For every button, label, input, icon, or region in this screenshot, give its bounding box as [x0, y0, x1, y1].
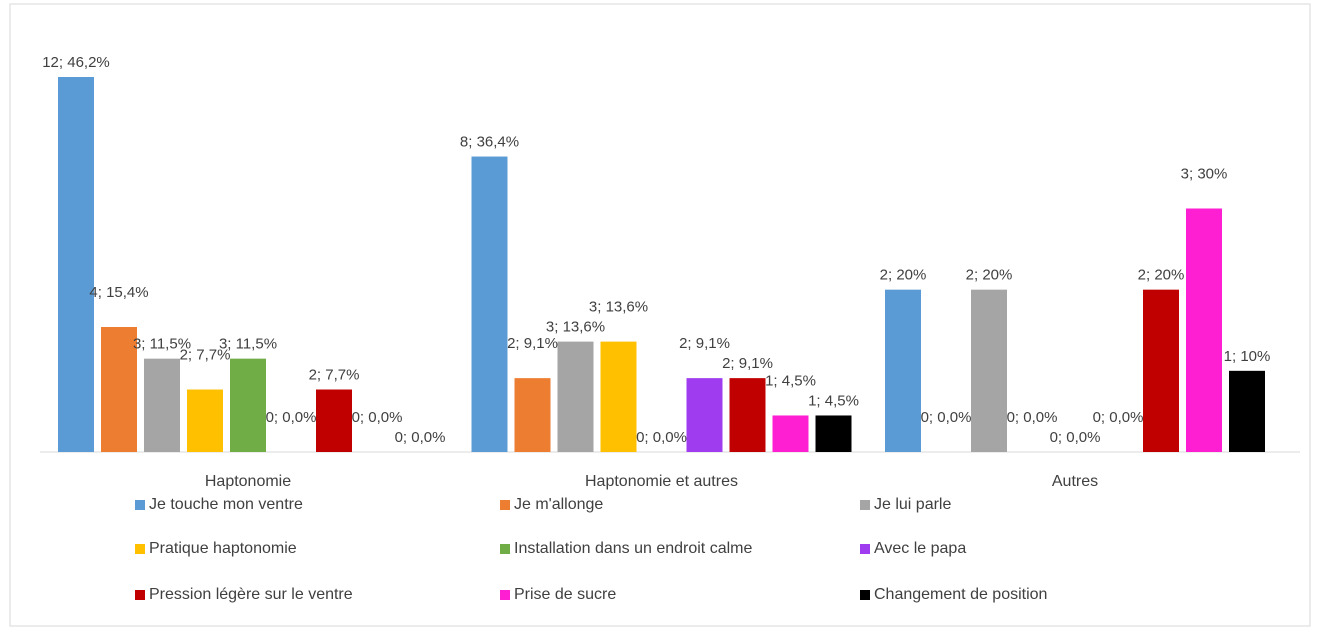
data-label: 2; 20%: [1138, 267, 1185, 284]
legend-label: Je m'allonge: [514, 496, 603, 513]
data-label: 2; 9,1%: [679, 335, 730, 352]
data-label: 2; 9,1%: [507, 335, 558, 352]
legend-swatch: [500, 500, 510, 510]
data-label: 1; 4,5%: [765, 372, 816, 389]
x-tick-label: Haptonomie: [205, 473, 291, 490]
bar: [230, 358, 266, 452]
bar: [316, 389, 352, 452]
bar: [815, 415, 852, 452]
bar: [772, 415, 809, 452]
data-label: 2; 20%: [880, 267, 927, 284]
data-label: 1; 4,5%: [808, 392, 859, 409]
data-label: 3; 13,6%: [546, 319, 605, 336]
data-label: 0; 0,0%: [1050, 429, 1101, 446]
bar: [101, 327, 137, 452]
bar: [971, 289, 1007, 452]
x-tick-label: Haptonomie et autres: [585, 473, 738, 490]
data-label: 12; 46,2%: [42, 54, 110, 71]
legend-label: Installation dans un endroit calme: [514, 540, 752, 557]
data-label: 3; 11,5%: [219, 336, 277, 353]
legend-label: Je lui parle: [874, 496, 951, 513]
bar: [1186, 208, 1222, 452]
data-label: 2; 7,7%: [180, 346, 231, 363]
bar: [514, 378, 551, 452]
data-label: 0; 0,0%: [1007, 409, 1058, 426]
legend-swatch: [135, 500, 145, 510]
legend-swatch: [135, 590, 145, 600]
data-label: 3; 11,5%: [133, 336, 191, 353]
legend-label: Je touche mon ventre: [149, 496, 303, 513]
bar: [144, 358, 180, 452]
data-label: 8; 36,4%: [460, 134, 519, 151]
bar: [58, 77, 94, 452]
data-label: 0; 0,0%: [266, 409, 317, 426]
data-label: 0; 0,0%: [352, 409, 403, 426]
data-label: 1; 10%: [1224, 348, 1271, 365]
legend-swatch: [500, 544, 510, 554]
data-label: 0; 0,0%: [636, 429, 687, 446]
bar: [187, 389, 223, 452]
x-tick-label: Autres: [1052, 473, 1098, 490]
data-label: 3; 13,6%: [589, 299, 648, 316]
data-label: 0; 0,0%: [395, 429, 446, 446]
data-label: 2; 9,1%: [722, 355, 773, 372]
data-label: 2; 7,7%: [309, 366, 360, 383]
bar: [885, 289, 921, 452]
legend-swatch: [860, 590, 870, 600]
legend-label: Pratique haptonomie: [149, 540, 297, 557]
data-label: 4; 15,4%: [89, 284, 148, 301]
bar: [557, 341, 594, 452]
bar: [600, 341, 637, 452]
data-label: 3; 30%: [1181, 165, 1228, 182]
legend-label: Changement de position: [874, 586, 1047, 603]
chart-frame: [9, 3, 1311, 627]
data-label: 0; 0,0%: [921, 409, 972, 426]
bar: [1143, 289, 1179, 452]
legend-swatch: [860, 500, 870, 510]
legend-label: Avec le papa: [874, 540, 966, 557]
legend-swatch: [135, 544, 145, 554]
bar: [729, 378, 766, 452]
legend-swatch: [860, 544, 870, 554]
legend-swatch: [500, 590, 510, 600]
bar: [686, 378, 723, 452]
data-label: 2; 20%: [966, 267, 1013, 284]
legend-label: Prise de sucre: [514, 586, 616, 603]
bar: [471, 156, 508, 452]
legend-label: Pression légère sur le ventre: [149, 586, 353, 603]
bar: [1229, 370, 1265, 452]
data-label: 0; 0,0%: [1093, 409, 1144, 426]
